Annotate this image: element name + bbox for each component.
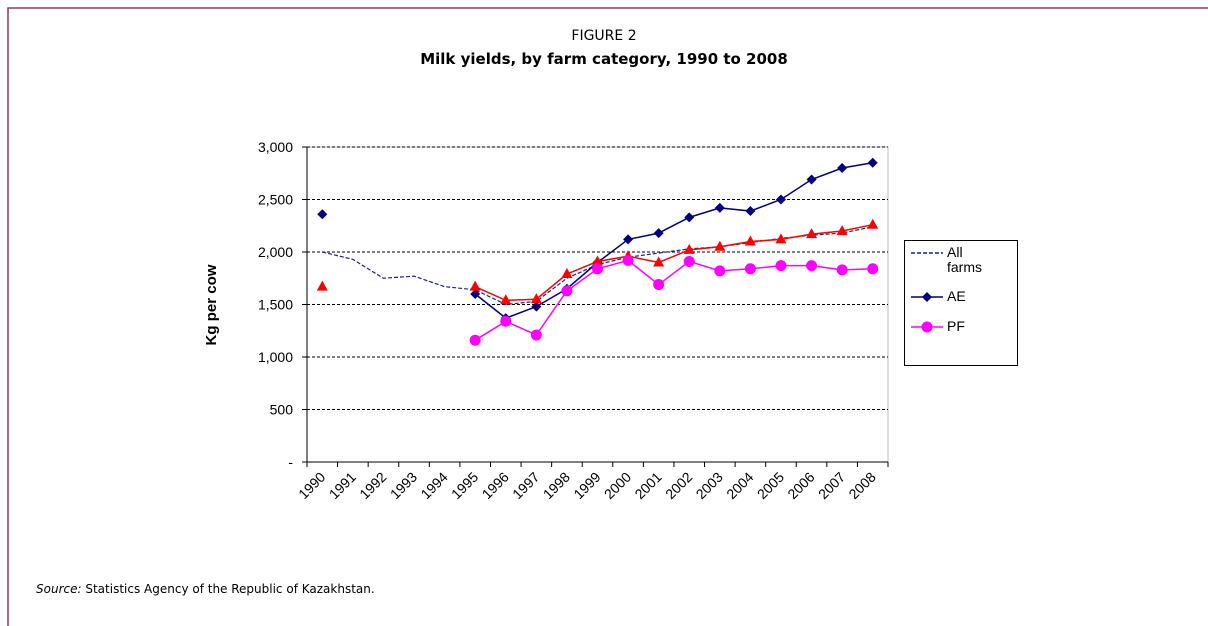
marker-circle [867, 263, 879, 275]
marker-triangle [653, 256, 665, 267]
marker-diamond [470, 289, 481, 299]
x-tick-label: 2004 [723, 469, 756, 502]
y-tick-label: 2,000 [258, 244, 293, 260]
x-tick-label: 2002 [662, 469, 695, 502]
marker-triangle [744, 235, 756, 246]
marker-circle [561, 285, 573, 297]
marker-triangle [836, 225, 848, 235]
x-tick-label: 2001 [631, 469, 664, 502]
marker-circle [836, 264, 848, 276]
y-axis-label: Kg per cow [203, 264, 220, 345]
x-tick-label: 2000 [601, 469, 634, 502]
x-tick-label: 2006 [784, 469, 817, 502]
x-tick-label: 1990 [295, 469, 328, 502]
legend-label: AE [947, 288, 966, 304]
marker-circle [775, 260, 787, 272]
marker-circle [592, 263, 603, 275]
legend-entry: All farms [907, 245, 1015, 275]
marker-circle [622, 254, 634, 266]
marker-diamond [653, 228, 664, 239]
marker-triangle [775, 233, 787, 244]
marker-triangle [316, 280, 328, 291]
x-tick-label: 1996 [479, 469, 512, 502]
marker-diamond [806, 174, 817, 185]
legend-entry: PF [907, 319, 1015, 335]
marker-diamond [922, 292, 932, 302]
marker-circle [921, 321, 933, 333]
marker-triangle [592, 255, 603, 266]
x-tick-label: 1998 [540, 469, 573, 502]
x-tick-label: 2008 [845, 469, 878, 502]
marker-circle [744, 263, 756, 275]
marker-diamond [867, 157, 878, 168]
marker-circle [530, 329, 542, 341]
marker-triangle [530, 293, 542, 304]
y-tick-label: - [288, 454, 293, 470]
marker-triangle [683, 243, 695, 254]
y-tick-label: 1,500 [258, 297, 293, 313]
y-tick-label: 2,500 [258, 192, 293, 208]
x-tick-label: 1991 [326, 469, 359, 502]
legend-swatch [911, 321, 943, 333]
x-tick-label: 2007 [815, 469, 848, 502]
x-tick-label: 1999 [570, 469, 603, 502]
marker-circle [469, 334, 481, 346]
marker-diamond [623, 234, 634, 245]
y-tick-label: 1,000 [258, 349, 293, 365]
marker-triangle [806, 228, 818, 239]
marker-triangle [469, 280, 481, 291]
marker-circle [806, 260, 818, 272]
marker-triangle [561, 268, 573, 279]
marker-diamond [531, 301, 542, 312]
marker-circle [500, 315, 512, 327]
marker-diamond [745, 206, 756, 217]
marker-diamond [775, 194, 786, 205]
source-label: Source: [36, 582, 82, 596]
marker-diamond [684, 212, 695, 223]
x-tick-label: 2005 [754, 469, 787, 502]
legend-label: PF [947, 318, 965, 334]
figure-label: FIGURE 2 [571, 28, 636, 44]
legend-entry: AE [907, 289, 1015, 305]
marker-diamond [714, 202, 725, 213]
marker-triangle [867, 218, 879, 229]
series-line [474, 162, 873, 320]
marker-triangle [714, 240, 726, 251]
source: Source: Statistics Agency of the Republi… [36, 582, 375, 596]
legend-swatch [911, 292, 943, 302]
x-tick-label: 1995 [448, 469, 481, 502]
marker-circle [683, 255, 695, 267]
x-tick-label: 1993 [387, 469, 420, 502]
marker-circle [653, 279, 665, 291]
y-tick-label: 3,000 [258, 139, 293, 155]
frame [7, 7, 1208, 626]
marker-diamond [317, 209, 328, 220]
marker-circle [714, 265, 726, 277]
x-tick-label: 1992 [356, 469, 389, 502]
legend-label: All farms [947, 244, 982, 275]
chart-title: Milk yields, by farm category, 1990 to 2… [420, 50, 788, 68]
source-text: Statistics Agency of the Republic of Kaz… [85, 582, 375, 596]
series-line [474, 223, 873, 302]
x-tick-label: 1997 [509, 469, 542, 502]
x-tick-label: 2003 [693, 469, 726, 502]
y-tick-label: 500 [270, 402, 294, 418]
legend: All farms AE PF [904, 240, 1018, 366]
marker-triangle [500, 294, 512, 305]
marker-diamond [837, 163, 848, 173]
x-tick-label: 1994 [417, 469, 450, 502]
legend-swatch [911, 252, 943, 254]
